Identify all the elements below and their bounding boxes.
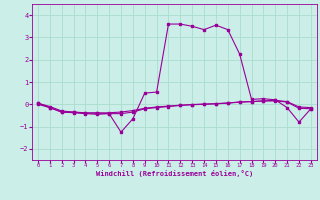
X-axis label: Windchill (Refroidissement éolien,°C): Windchill (Refroidissement éolien,°C) — [96, 170, 253, 177]
